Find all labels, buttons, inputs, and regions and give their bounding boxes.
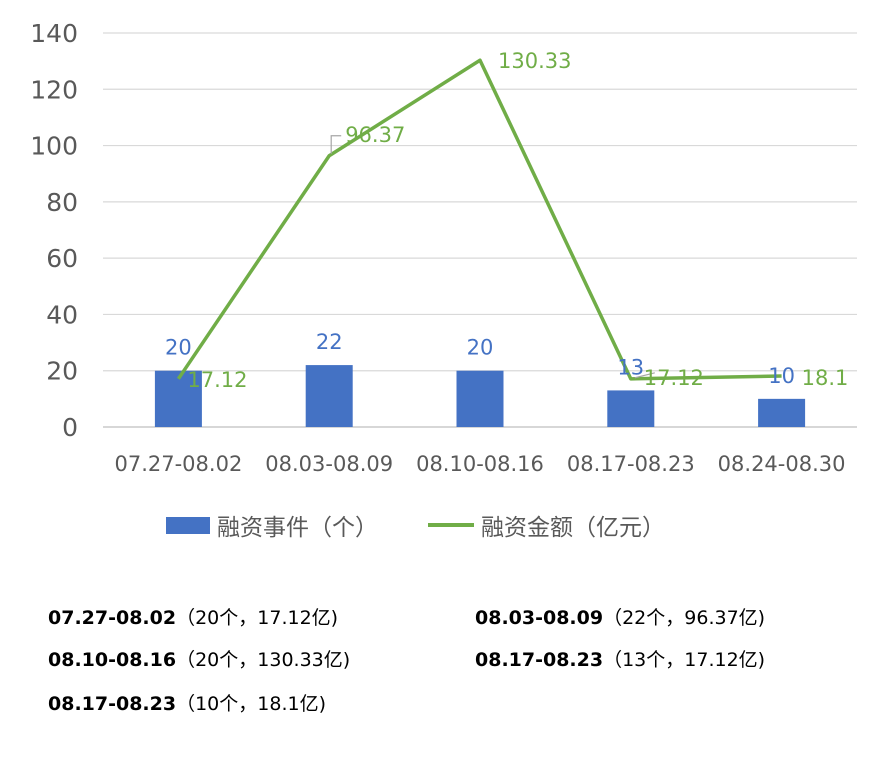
x-tick-label: 08.17-08.23 [567,452,695,476]
leader-line [330,135,342,154]
bar [758,398,806,427]
summary-detail: （22个，96.37亿) [603,607,766,629]
summary-detail: （20个，17.12亿) [176,607,339,629]
bar [154,370,202,427]
summary-period: 08.17-08.23 [48,693,177,715]
y-tick-label: 20 [46,357,78,386]
summary-period: 08.03-08.09 [475,607,604,629]
bar-data-label: 10 [768,364,795,388]
legend-bar-swatch [166,517,210,534]
bar-data-label: 13 [617,355,644,379]
summary-detail: （13个，17.12亿) [603,649,766,671]
y-tick-label: 60 [46,244,78,273]
summary-detail: （20个，130.33亿) [176,649,351,671]
line-data-label: 96.37 [345,123,405,147]
bar [456,370,504,427]
summary-period: 08.10-08.16 [48,649,177,671]
x-tick-label: 08.03-08.09 [265,452,393,476]
line-data-label: 17.12 [644,366,704,390]
summary-item: 08.17-08.23（13个，17.12亿) [475,645,765,672]
data-labels: 20 22 20 13 10 17.12 96.37 130.33 17.12 18.1 [165,49,848,392]
summary-detail: （10个，18.1亿) [176,693,326,715]
legend: 融资事件（个） 融资金额（亿元） [166,515,665,541]
bar-data-label: 20 [165,336,192,360]
bar-series [154,365,806,427]
summary-item: 08.17-08.23（10个，18.1亿) [48,689,326,716]
financing-chart: 0 20 40 60 80 100 120 140 20 22 20 13 10 17.12 96.37 1… [30,19,857,541]
gridlines [103,32,857,428]
legend-bar-label: 融资事件（个） [217,515,378,541]
summary-item: 08.10-08.16（20个，130.33亿) [48,645,350,672]
line-data-label: 17.12 [187,368,247,392]
leader-line [634,372,655,379]
summary-item: 07.27-08.02（20个，17.12亿) [48,603,338,630]
x-tick-label: 08.10-08.16 [416,452,544,476]
y-tick-label: 80 [46,188,78,217]
y-tick-label: 140 [30,19,78,48]
x-tick-label: 08.24-08.30 [718,452,846,476]
y-tick-label: 40 [46,300,78,329]
summary-period: 08.17-08.23 [475,649,604,671]
y-tick-label: 100 [30,132,78,161]
bar [305,365,353,427]
y-tick-label: 0 [62,413,78,442]
line-series [176,58,782,381]
bar-data-label: 20 [467,336,494,360]
summary-item: 08.03-08.09（22个，96.37亿) [475,603,765,630]
y-tick-label: 120 [30,75,78,104]
summary-period: 07.27-08.02 [48,607,177,629]
bar [607,390,655,427]
legend-line-label: 融资金额（亿元） [481,515,665,541]
y-axis-ticks: 0 20 40 60 80 100 120 140 [30,19,78,442]
bar-data-label: 22 [316,330,343,354]
line-path [176,58,782,381]
x-axis-ticks: 07.27-08.02 08.03-08.09 08.10-08.16 08.17-0… [114,452,845,476]
line-data-label: 18.1 [802,366,849,390]
x-tick-label: 07.27-08.02 [114,452,242,476]
line-data-label: 130.33 [498,49,571,73]
